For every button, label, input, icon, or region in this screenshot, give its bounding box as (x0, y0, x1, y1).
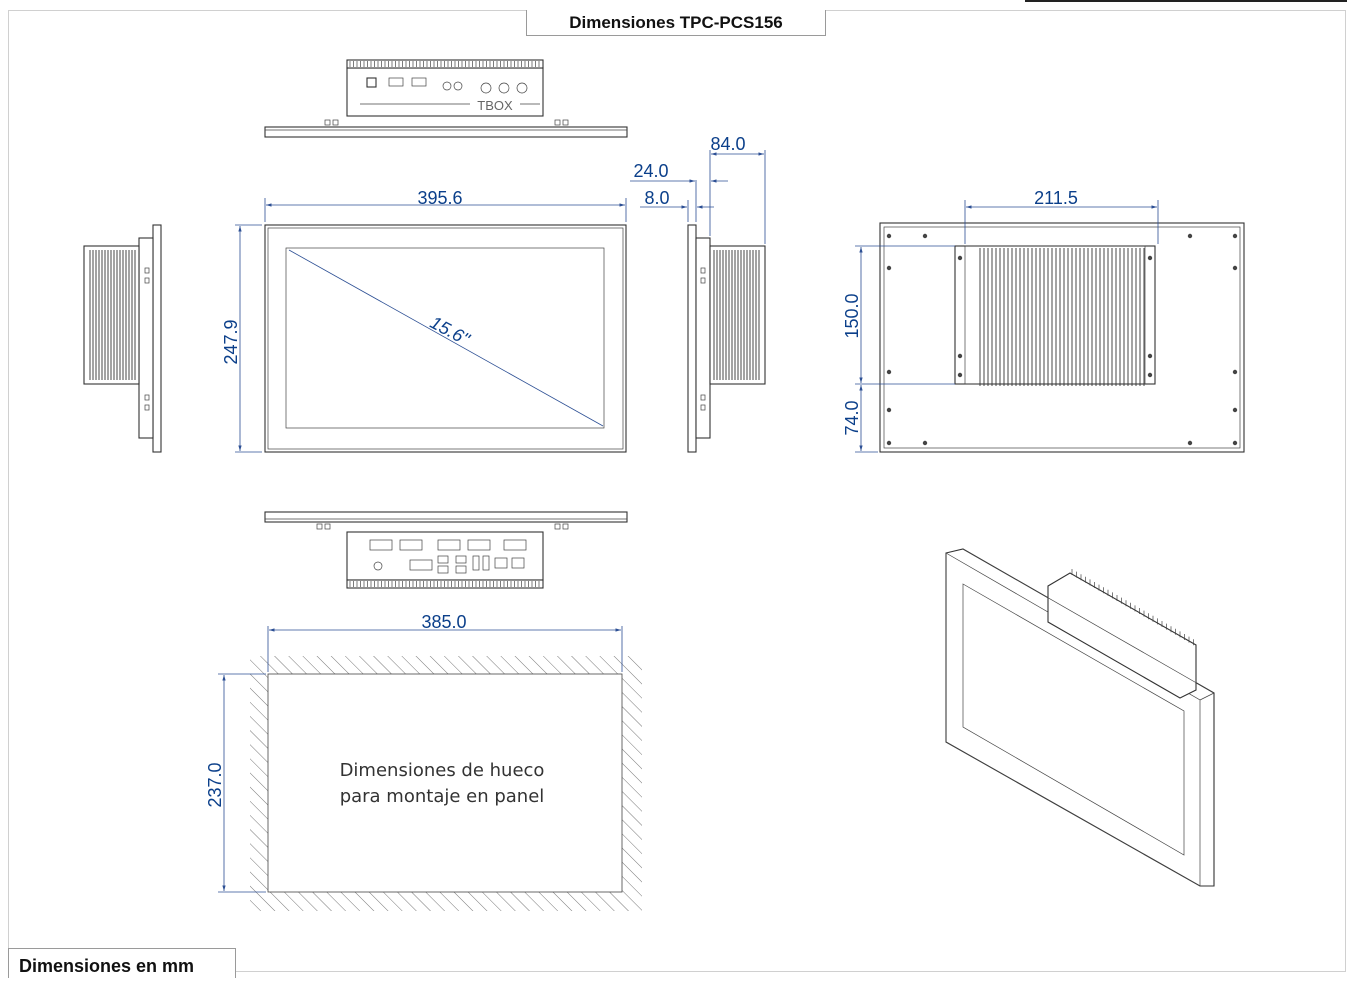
box-offset-dimension: 74.0 (842, 400, 862, 435)
screw-icon (1232, 440, 1238, 446)
screw-icon (957, 255, 963, 261)
right-side-view: 84.0 24.0 8.0 (630, 134, 766, 453)
power-button-icon (373, 561, 383, 571)
front-bezel (264, 224, 627, 453)
screw-icon (886, 265, 892, 271)
screw-icon (1147, 353, 1153, 359)
cutout-width-dimension: 385.0 (421, 612, 466, 632)
cutout-caption-line2: para montaje en panel (340, 786, 545, 807)
power-connector-icon (366, 77, 377, 88)
screw-icon (1187, 440, 1193, 446)
lan-port-icon (511, 557, 525, 569)
usb-port-icon (437, 555, 449, 564)
panel-cutout: Dimensiones de hueco para montaje en pan… (205, 612, 642, 911)
front-view: 15.6" 395.6 247.9 (221, 188, 627, 453)
drawing-title: Dimensiones TPC-PCS156 (526, 10, 826, 36)
screw-icon (1147, 255, 1153, 261)
serial-port-icon (409, 559, 433, 571)
cutout-height-dimension: 237.0 (205, 762, 225, 807)
usb-port-icon (437, 565, 449, 574)
screw-icon (1232, 407, 1238, 413)
screw-icon (957, 372, 963, 378)
screw-icon (1232, 233, 1238, 239)
isometric-view (945, 548, 1215, 887)
screw-icon (886, 407, 892, 413)
cutout-caption-line1: Dimensiones de hueco (340, 760, 545, 781)
top-view: TBOX (264, 59, 628, 138)
usb-port-icon (455, 555, 467, 564)
depth-total-dimension: 84.0 (710, 134, 745, 154)
usb-port-icon (411, 77, 427, 87)
hdmi-port-icon (482, 555, 490, 571)
top-rule (1025, 0, 1347, 2)
box-height-dimension: 150.0 (842, 293, 862, 338)
usb-port-icon (388, 77, 404, 87)
bottom-view (264, 511, 628, 589)
screw-icon (886, 369, 892, 375)
screw-icon (1147, 372, 1153, 378)
serial-port-icon (369, 539, 393, 551)
usb-port-icon (455, 565, 467, 574)
screw-icon (886, 440, 892, 446)
rear-view: 211.5 150.0 74.0 (842, 188, 1245, 453)
serial-port-icon (437, 539, 461, 551)
serial-port-icon (467, 539, 491, 551)
screw-icon (922, 233, 928, 239)
units-label: Dimensiones en mm (8, 948, 236, 978)
screw-icon (1232, 265, 1238, 271)
screen-area (285, 247, 605, 429)
screw-icon (886, 233, 892, 239)
depth-box-dimension: 24.0 (633, 161, 668, 181)
tbox-logo: TBOX (477, 98, 513, 113)
depth-bezel-dimension: 8.0 (644, 188, 669, 208)
left-side-view (83, 224, 162, 453)
serial-port-icon (503, 539, 527, 551)
lan-port-icon (494, 557, 508, 569)
width-dimension: 395.6 (417, 188, 462, 208)
screw-icon (922, 440, 928, 446)
screw-icon (957, 353, 963, 359)
hdmi-port-icon (472, 555, 480, 571)
serial-port-icon (399, 539, 423, 551)
box-width-dimension: 211.5 (1034, 188, 1078, 208)
screw-icon (1187, 233, 1193, 239)
screw-icon (1232, 369, 1238, 375)
height-dimension: 247.9 (221, 319, 241, 364)
